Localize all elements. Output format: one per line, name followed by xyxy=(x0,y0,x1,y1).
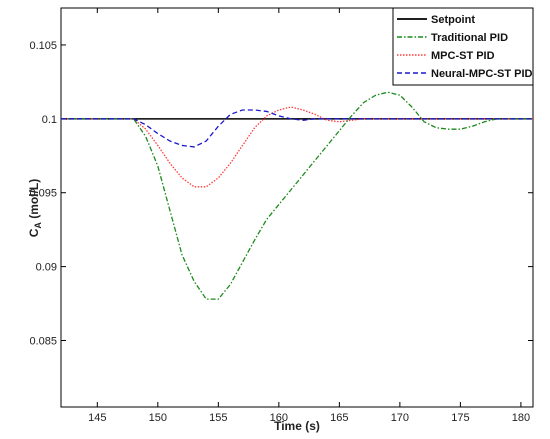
y-tick-label: 0.1 xyxy=(42,114,57,126)
y-axis-label-unit: (mol/L) xyxy=(27,179,41,222)
y-tick-label: 0.085 xyxy=(29,336,57,348)
series-line-traditional-pid xyxy=(61,91,533,300)
y-tick-label: 0.105 xyxy=(29,40,57,52)
series-line-neural-mpc-st-pid xyxy=(61,109,533,148)
x-tick-label: 160 xyxy=(270,412,288,424)
y-axis-label: CA (mol/L) xyxy=(27,179,43,238)
y-axis-label-main: C xyxy=(27,228,41,237)
legend-label: Neural-MPC-ST PID xyxy=(431,68,533,80)
x-tick-label: 165 xyxy=(330,412,348,424)
x-tick-label: 175 xyxy=(451,412,469,424)
legend-box xyxy=(392,7,534,86)
x-tick-label: 180 xyxy=(512,412,530,424)
x-axis-label: Time (s) xyxy=(274,419,320,433)
series-lines xyxy=(61,91,533,300)
x-tick-label: 170 xyxy=(391,412,409,424)
x-tick-label: 155 xyxy=(209,412,227,424)
axis-ticks: 145 150 155 160 165 170 175 180 0.085 0.09 0.095 0.… xyxy=(29,8,533,424)
y-tick-label: 0.095 xyxy=(29,188,57,200)
legend-label: Setpoint xyxy=(431,14,475,26)
legend: Setpoint Traditional PID MPC-ST PID Neural-… xyxy=(392,7,534,86)
legend-label: MPC-ST PID xyxy=(431,50,495,62)
legend-label: Traditional PID xyxy=(431,32,508,44)
x-tick-label: 150 xyxy=(149,412,167,424)
y-tick-label: 0.09 xyxy=(36,262,57,274)
x-tick-label: 145 xyxy=(88,412,106,424)
y-axis-label-subscript: A xyxy=(33,222,43,229)
